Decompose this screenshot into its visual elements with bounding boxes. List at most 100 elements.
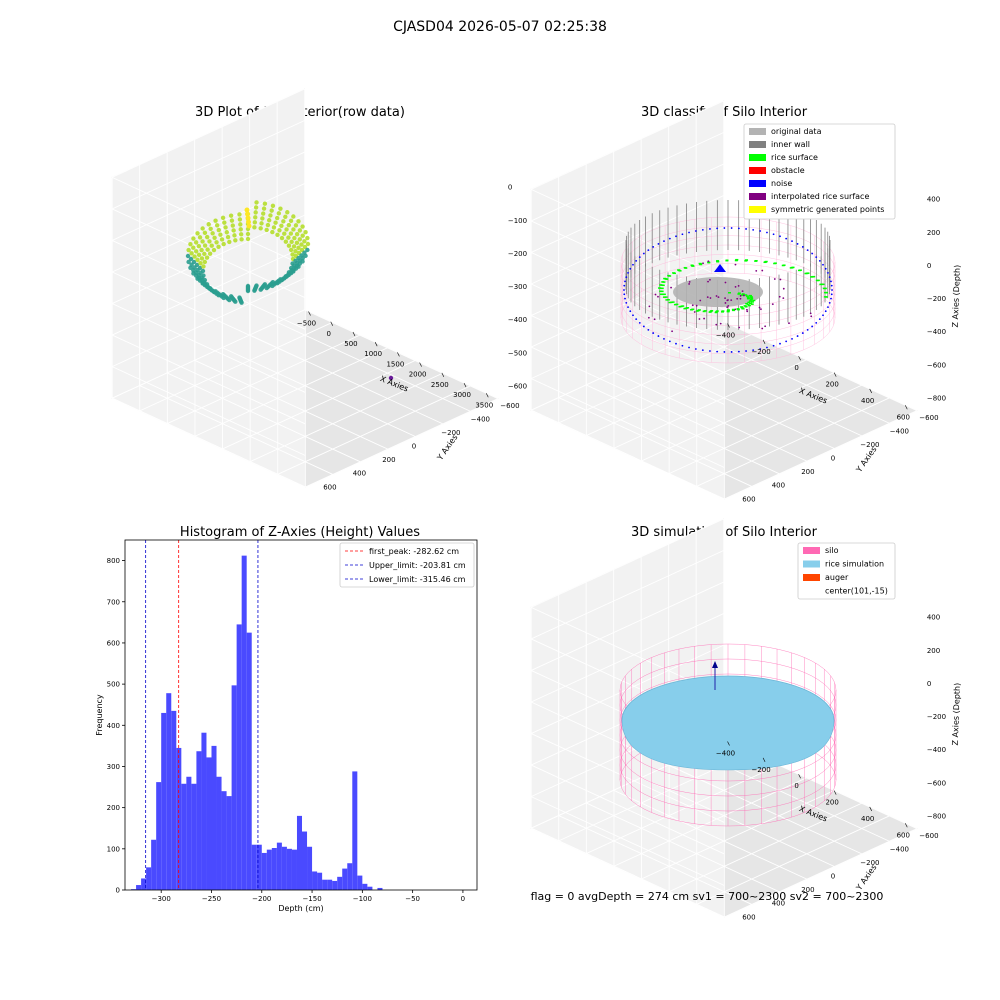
x-tick-label: 2500: [431, 381, 449, 389]
histogram-bars: [131, 555, 383, 890]
raw-point: [216, 244, 221, 250]
panel-title-classify: 3D classify of Silo Interior: [641, 105, 808, 120]
interpolated-point: [657, 295, 659, 298]
raw-point: [210, 231, 215, 236]
raw-point: [274, 215, 280, 221]
interpolated-point: [724, 297, 726, 300]
z-tick-label: 0: [508, 184, 512, 192]
y-tick-label: 200: [801, 886, 814, 894]
y-tick-label: 500: [107, 681, 120, 689]
interpolated-point: [736, 297, 739, 300]
noise-point: [701, 349, 704, 352]
noise-point: [688, 346, 690, 349]
raw-point: [294, 240, 300, 246]
raw-point: [297, 237, 303, 242]
histogram-x-label: Depth (cm): [278, 904, 323, 913]
rice-surface-point: [789, 267, 793, 269]
raw-point: [196, 252, 202, 258]
legend-swatch: [749, 167, 766, 174]
panel-title-simulation: 3D simulation of Silo Interior: [631, 525, 818, 540]
grid-line: [111, 334, 306, 425]
raw-point: [276, 211, 282, 216]
x-tick-mark: [419, 362, 422, 367]
x-tick-mark: [798, 774, 801, 779]
interpolated-point: [726, 299, 729, 302]
x-tick-label: 400: [861, 815, 874, 823]
grid-line: [221, 347, 416, 437]
raw-point: [218, 232, 223, 237]
histogram-bar: [291, 849, 297, 890]
noise-point: [752, 349, 755, 352]
rice-surface-point: [773, 262, 777, 265]
raw-point: [253, 205, 259, 210]
z-axis-label: Z Axies (Depth): [951, 683, 962, 746]
histogram-bar: [367, 886, 373, 890]
histogram-bar: [196, 751, 202, 890]
histogram-bar: [186, 776, 192, 890]
noise-point: [785, 340, 788, 343]
noise-point: [830, 284, 833, 287]
interpolated-point: [738, 326, 741, 329]
y-tick-label: 200: [107, 804, 120, 812]
raw-point: [258, 287, 263, 292]
histogram-bar: [266, 849, 272, 890]
noise-point: [791, 240, 793, 243]
interpolated-point: [698, 318, 701, 320]
z-tick-label: −800: [927, 812, 946, 820]
raw-point: [284, 227, 289, 232]
z-tick-label: −200: [927, 713, 946, 721]
x-tick-label: −500: [297, 320, 316, 328]
rice-surface-point: [744, 294, 748, 296]
grid-line: [668, 802, 862, 893]
rice-surface-point: [697, 309, 701, 311]
x-tick-mark: [485, 393, 489, 398]
legend-swatch: [803, 574, 820, 581]
raw-point: [266, 218, 272, 223]
rice-surface-point: [749, 298, 753, 301]
noise-point: [791, 337, 793, 340]
rice-surface-point: [681, 305, 685, 307]
x-tick-mark: [833, 372, 837, 377]
x-tick-label: 500: [344, 340, 357, 348]
noise-point: [759, 230, 762, 232]
x-tick-label: 200: [825, 381, 838, 389]
raw-point: [278, 206, 283, 211]
rice-surface-point: [763, 261, 767, 264]
rice-surface-point: [707, 261, 711, 264]
noise-point: [623, 289, 625, 291]
histogram-bar: [251, 844, 257, 890]
noise-point: [657, 335, 660, 337]
raw-point: [194, 262, 200, 268]
rice-surface-point: [703, 310, 707, 312]
grid-line: [613, 777, 807, 867]
rice-surface-point: [740, 306, 744, 308]
rice-surface-point: [737, 293, 741, 295]
noise-point: [830, 297, 832, 300]
histogram-bar: [307, 846, 313, 890]
noise-point: [772, 233, 775, 236]
x-tick-label: −400: [716, 332, 735, 340]
raw-point: [264, 285, 269, 291]
histogram-bar: [322, 879, 328, 890]
y-tick-label: −200: [441, 429, 460, 437]
interpolated-point: [706, 296, 709, 299]
rice-surface-point: [743, 305, 747, 307]
raw-point: [191, 259, 197, 265]
rice-surface-point: [746, 296, 750, 299]
legend-label: center(101,-15): [825, 587, 888, 596]
grid-line: [111, 88, 305, 178]
raw-point: [189, 251, 194, 256]
rice-surface-point: [710, 310, 714, 312]
grid-line: [277, 385, 471, 475]
noise-point: [681, 233, 684, 236]
raw-point: [270, 229, 275, 235]
x-tick-label: 400: [861, 397, 874, 405]
histogram-legend: first_peak: -282.62 cm Upper_limit: -203…: [339, 542, 475, 588]
histogram-bar: [226, 796, 232, 890]
interpolated-point: [671, 330, 673, 333]
histogram-bar: [241, 555, 247, 890]
grid-line: [530, 289, 724, 380]
interpolated-point: [648, 305, 651, 308]
interpolated-point: [773, 278, 776, 280]
x-tick-label: 0: [461, 895, 465, 903]
